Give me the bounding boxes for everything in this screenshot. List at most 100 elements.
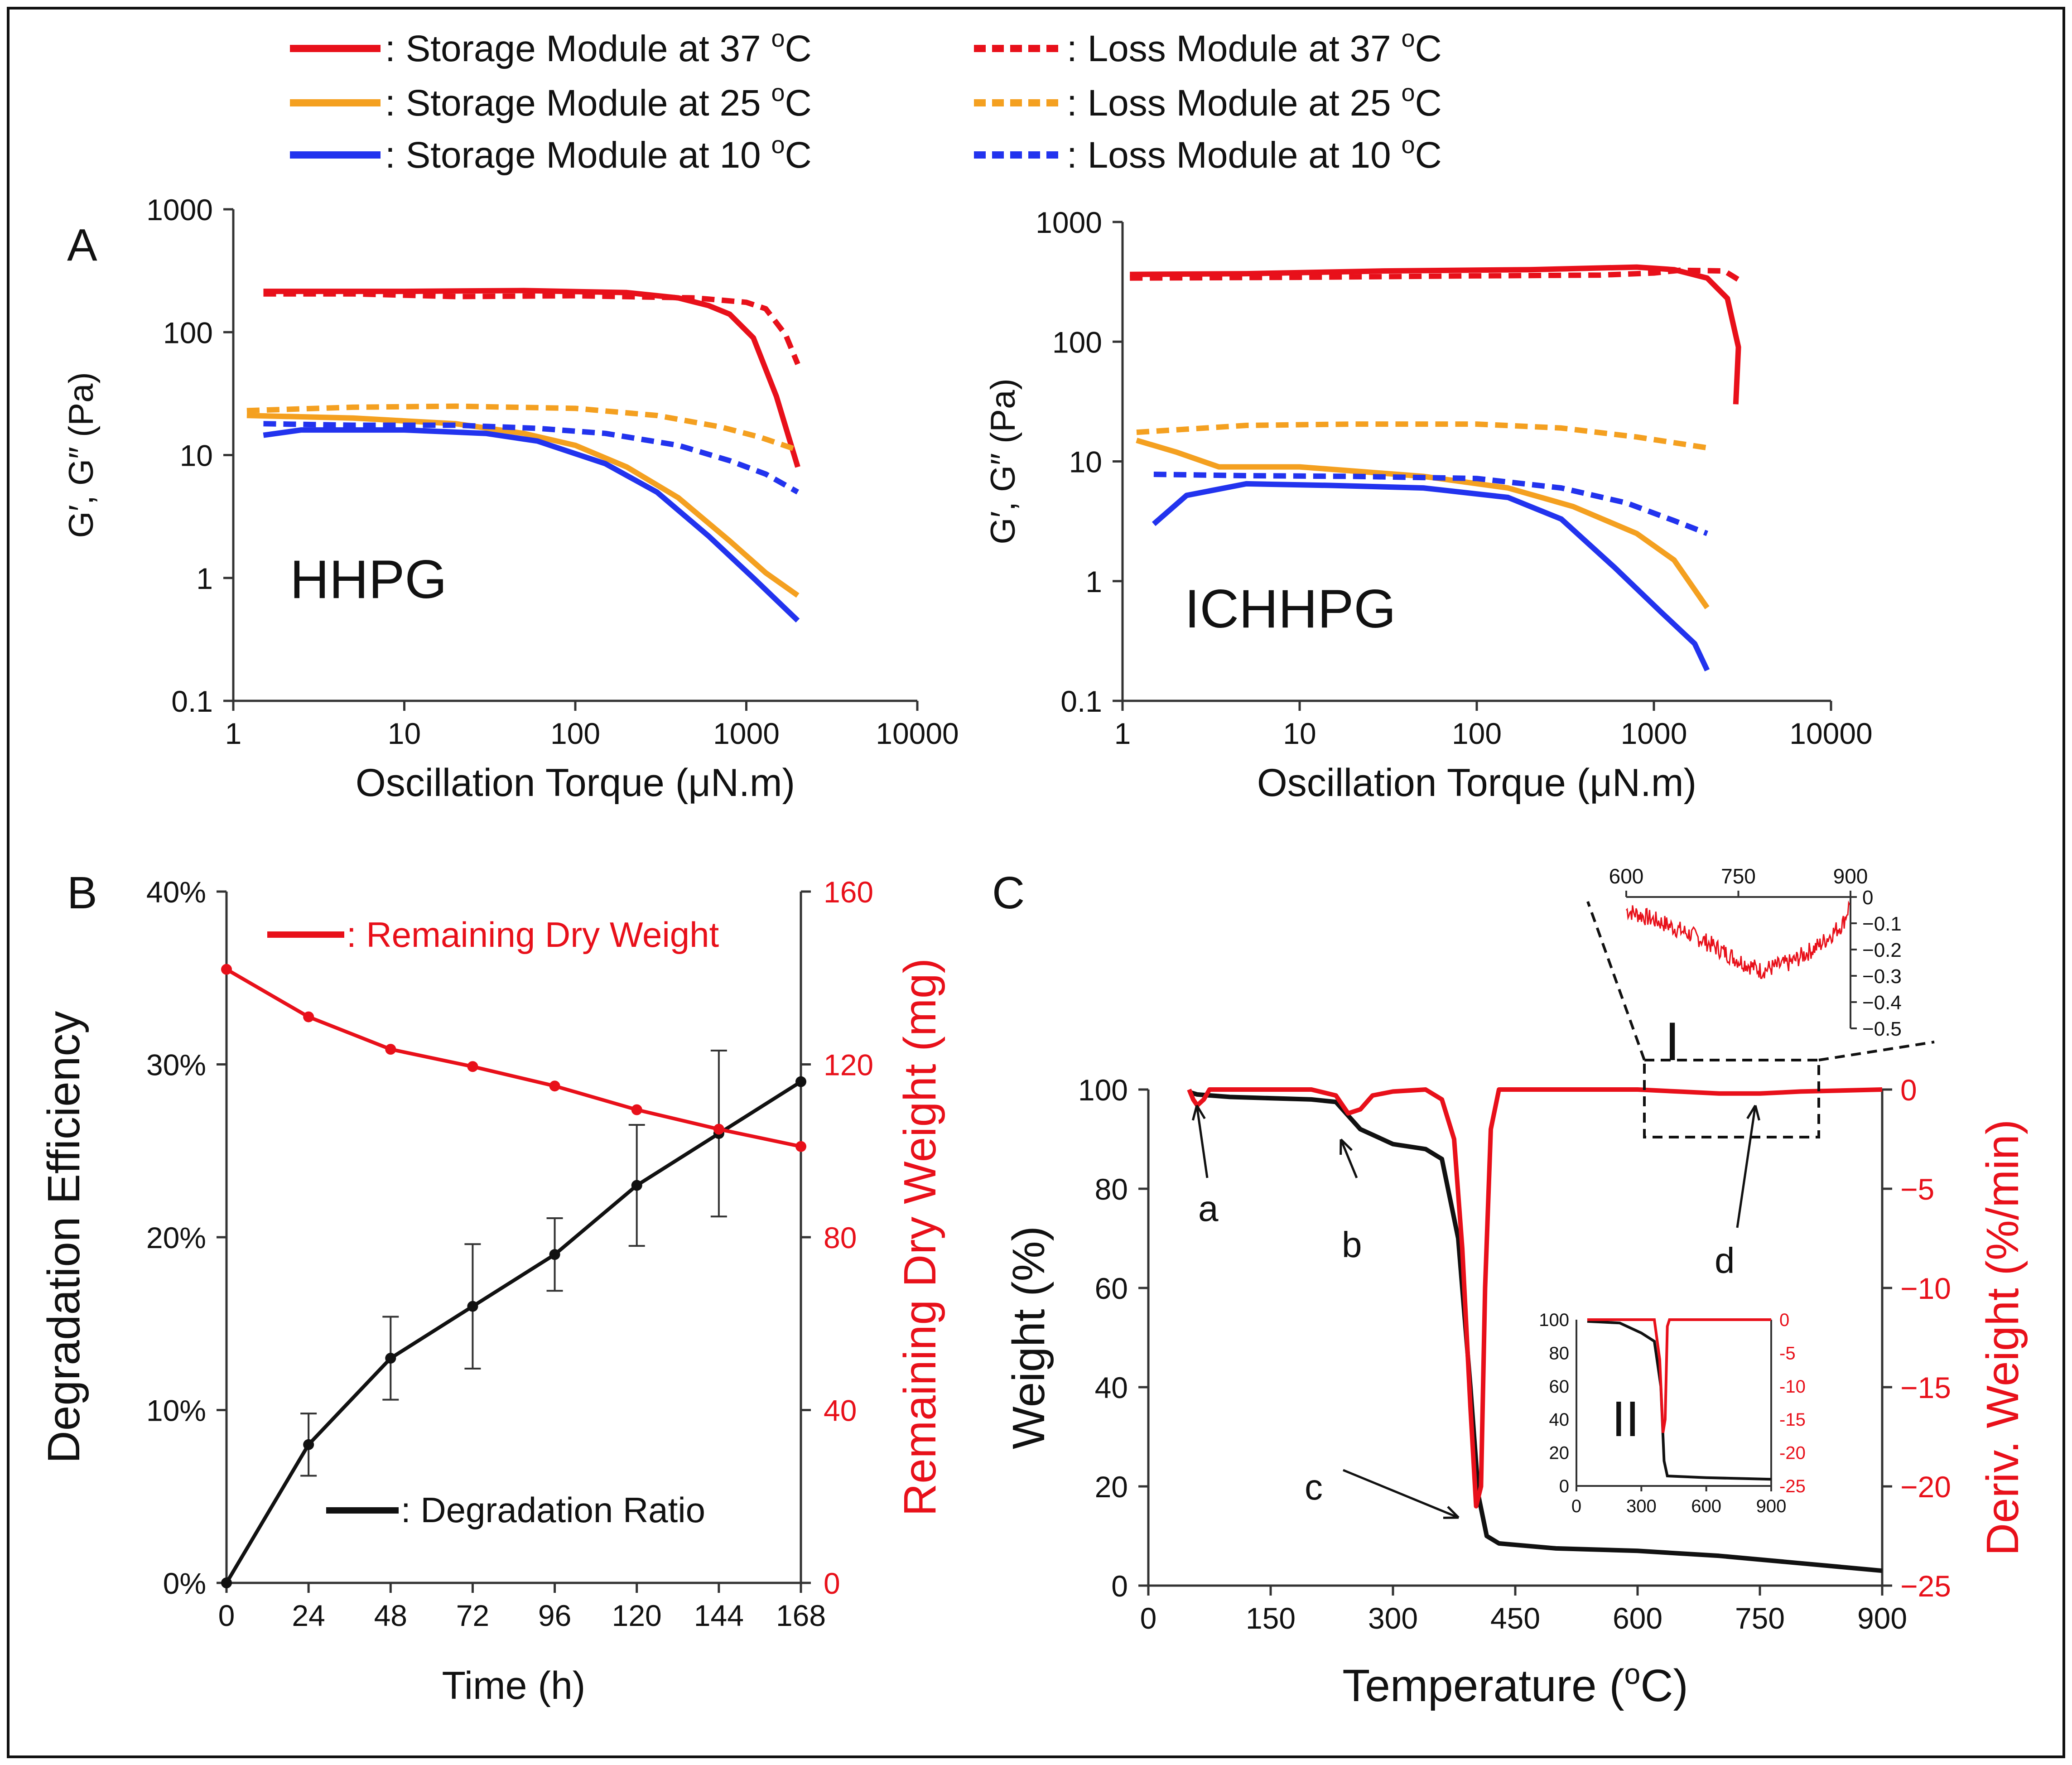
x-tick-label: 0	[1140, 1601, 1157, 1635]
x-tick-label: 10	[1283, 717, 1316, 750]
x-tick-label: 1	[225, 717, 242, 750]
inset2-y-tick-label: 0	[1559, 1476, 1569, 1496]
inset2-y-tick-label: 60	[1549, 1377, 1570, 1397]
zoom-connector-right	[1818, 1041, 1935, 1061]
series-line-4	[1136, 421, 1708, 451]
y-tick-label: 10	[180, 439, 213, 473]
y2-axis-title: Deriv. Weight (%/min)	[1977, 1119, 2028, 1556]
arrow-c-head	[1443, 1506, 1460, 1519]
series-line-2	[1130, 267, 1740, 282]
inset2-y2-tick-label: -5	[1779, 1343, 1796, 1363]
y-tick-label: 10%	[146, 1394, 206, 1427]
y-tick-label: 40	[1095, 1371, 1128, 1404]
inset2-y2-tick-label: 0	[1779, 1310, 1789, 1330]
series-line-5	[1152, 481, 1710, 672]
legend-label-6: : Loss Module at 10 oC	[1067, 131, 1442, 176]
y-tick-label: 0%	[163, 1567, 206, 1600]
data-point	[385, 1353, 396, 1364]
y-tick-label: 30%	[146, 1048, 206, 1082]
x-tick-label: 1	[1114, 717, 1131, 750]
inset1-x-tick-label: 600	[1609, 864, 1644, 888]
y2-tick-label: 40	[824, 1394, 857, 1427]
series-line-2	[263, 291, 800, 365]
x-tick-label: 0	[218, 1599, 235, 1632]
arrow-d-head	[1746, 1104, 1760, 1121]
y-tick-label: 10	[1069, 445, 1102, 479]
panel-letter-b: B	[67, 868, 97, 918]
x-tick-label: 900	[1857, 1601, 1907, 1635]
legend-label-3: : Storage Module at 10 oC	[385, 131, 812, 176]
x-axis-title: Temperature (oC)	[1342, 1658, 1688, 1711]
y-axis-title: Weight (%)	[1003, 1226, 1054, 1449]
x-tick-label: 150	[1246, 1601, 1296, 1635]
data-point	[795, 1076, 806, 1087]
x-axis-title: Oscillation Torque (μN.m)	[356, 761, 795, 805]
x-tick-label: 120	[612, 1599, 662, 1632]
series-line-1	[263, 288, 800, 468]
arrow-c	[1343, 1469, 1459, 1519]
y-tick-label: 100	[1078, 1073, 1128, 1107]
inset2-label: II	[1612, 1391, 1639, 1447]
legend-label-5: : Loss Module at 25 oC	[1067, 79, 1442, 124]
x-tick-label: 10000	[876, 717, 959, 750]
inset2-y-tick-label: 100	[1539, 1310, 1569, 1330]
arrow-d	[1736, 1105, 1757, 1228]
y2-tick-label: −5	[1900, 1172, 1934, 1206]
data-point	[303, 1439, 314, 1450]
y2-tick-label: −15	[1900, 1371, 1951, 1404]
y-tick-label: 100	[1052, 325, 1102, 359]
zoom-box	[1643, 1059, 1820, 1138]
x-tick-label: 100	[1452, 717, 1502, 750]
inset1-y-tick-label: −0.1	[1862, 913, 1902, 935]
arrow-a	[1195, 1105, 1209, 1178]
series-line-1	[1130, 264, 1741, 405]
inset2-y-tick-label: 40	[1549, 1410, 1570, 1430]
inset1-y-tick-label: −0.4	[1862, 992, 1902, 1014]
arrow-b	[1340, 1139, 1358, 1178]
y-axis-title: G′, G″ (Pa)	[62, 372, 101, 538]
inset1-y-tick-label: −0.3	[1862, 965, 1902, 988]
y2-tick-label: 0	[1900, 1073, 1917, 1107]
y-tick-label: 40%	[146, 875, 206, 909]
zoom-connector-left	[1586, 901, 1646, 1061]
inset2-y2-tick-label: -10	[1779, 1377, 1806, 1397]
y-axis-title: Degradation Efficiency	[39, 1011, 89, 1464]
y2-tick-label: 120	[824, 1048, 873, 1082]
series-line-weight	[1188, 1090, 1883, 1573]
x-tick-label: 10000	[1789, 717, 1873, 750]
figure-border	[7, 7, 2065, 1758]
y-tick-label: 1000	[1036, 206, 1102, 239]
data-point	[631, 1180, 642, 1191]
y2-axis-title: Remaining Dry Weight (mg)	[895, 958, 945, 1516]
inset1-x-tick-label: 900	[1833, 864, 1868, 888]
arrow-a-head	[1191, 1104, 1206, 1121]
series-line-3	[246, 413, 800, 598]
inset2-y-tick-label: 20	[1549, 1443, 1570, 1463]
data-point	[303, 1011, 314, 1022]
data-point	[549, 1080, 560, 1092]
y-tick-label: 1000	[146, 193, 213, 227]
y-tick-label: 20	[1095, 1470, 1128, 1504]
y-tick-label: 20%	[146, 1221, 206, 1254]
data-point	[385, 1044, 396, 1055]
inset2-x-tick-label: 300	[1626, 1496, 1657, 1516]
series-line-3	[1136, 438, 1710, 609]
x-tick-label: 10	[388, 717, 421, 750]
chart-ichhpg: 0.1 1 10 100 1000 1 10 100 1000 10000 Oscillation …	[984, 206, 1873, 805]
annotation-b: b	[1342, 1225, 1362, 1265]
inset1-y-tick-label: 0	[1862, 887, 1873, 909]
legend-label-2: : Storage Module at 25 oC	[385, 79, 812, 124]
chart-title: HHPG	[290, 549, 447, 610]
inset2-y2-tick-label: -20	[1779, 1443, 1806, 1463]
x-tick-label: 1000	[713, 717, 780, 750]
inset1-x-tick-label: 750	[1721, 864, 1756, 888]
data-point	[713, 1124, 724, 1135]
y-tick-label: 1	[196, 562, 213, 595]
series-line-6	[263, 421, 800, 495]
chart-title: ICHHPG	[1185, 579, 1396, 639]
x-axis-title: Time (h)	[442, 1664, 586, 1707]
y-axis-title: G′, G″ (Pa)	[984, 378, 1022, 544]
annotation-d: d	[1715, 1240, 1735, 1281]
